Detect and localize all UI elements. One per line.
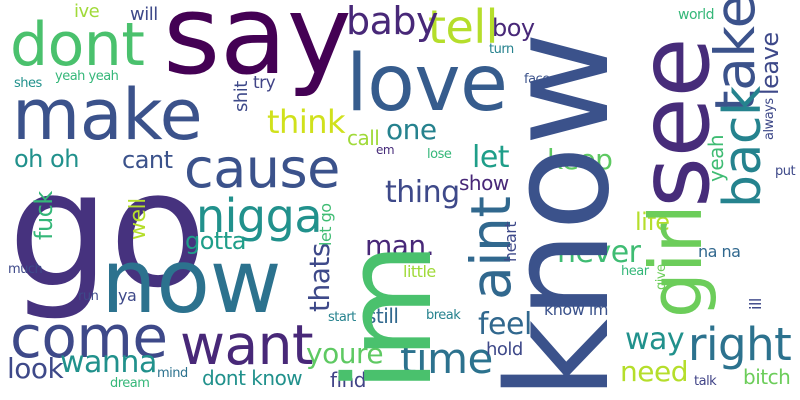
word: come (10, 303, 168, 371)
word: little (403, 262, 436, 281)
word: shes (14, 76, 42, 91)
word: look (7, 352, 64, 385)
word: want (180, 313, 314, 377)
word: time (400, 334, 493, 383)
word: hold (486, 339, 523, 360)
word: let (472, 140, 510, 175)
word: baby (346, 0, 439, 43)
word: oh oh (14, 145, 79, 173)
word: call (347, 126, 380, 150)
word: yeah yeah (55, 69, 119, 84)
word: now (101, 230, 282, 333)
word: thats (303, 243, 336, 312)
word: run (78, 289, 99, 304)
word: girl (634, 204, 718, 318)
word: let go (316, 203, 335, 246)
word: na na (698, 242, 741, 261)
word: try (253, 73, 276, 93)
word: turn (489, 42, 514, 57)
word: well (126, 198, 151, 240)
word: break (426, 308, 461, 323)
word: life (635, 208, 670, 236)
word: tell (428, 0, 498, 54)
word: give (654, 264, 669, 290)
word: think (267, 103, 346, 141)
word: know im (544, 300, 608, 319)
word: always (762, 98, 777, 140)
word: right (688, 318, 792, 371)
word: feel (478, 307, 532, 342)
word: face (524, 72, 550, 87)
word: much (8, 262, 43, 277)
word: im (320, 242, 459, 392)
word: dream (110, 376, 150, 391)
word: cant (122, 146, 173, 174)
word: dont (10, 10, 145, 80)
word: show (459, 171, 509, 195)
word: way (625, 322, 685, 357)
word: bitch (743, 365, 791, 389)
word: nigga (196, 189, 323, 243)
word: need (620, 355, 688, 388)
word: never (557, 235, 641, 270)
word: yeah (704, 134, 728, 182)
word: world (678, 7, 715, 23)
word: youre (306, 337, 384, 370)
word: dont know (202, 366, 303, 390)
word: love (346, 39, 508, 129)
word: one (386, 113, 437, 146)
word: mind (157, 366, 188, 381)
word: talk (694, 374, 717, 389)
word: lose (427, 147, 452, 162)
word: hear (621, 264, 649, 279)
word: ill (746, 298, 765, 310)
word: leave (756, 32, 784, 95)
word: boy (492, 14, 535, 42)
word: go (8, 136, 207, 323)
word: ya (118, 286, 137, 305)
word: cause (184, 137, 340, 200)
word: man. (365, 229, 435, 262)
word: heart (501, 221, 520, 262)
word: em (376, 143, 395, 157)
word: keep (547, 143, 613, 176)
word: start (328, 310, 356, 325)
word: find (330, 368, 366, 392)
word: gotta (185, 227, 246, 255)
word: say (163, 0, 352, 99)
word: put (775, 164, 796, 179)
word: shit (231, 81, 252, 112)
word: still (366, 304, 399, 328)
word: thing (385, 175, 460, 210)
word: wanna (60, 345, 157, 380)
word: make (12, 74, 203, 156)
word: will (130, 4, 158, 25)
word: ive (74, 1, 100, 22)
word: fuck (30, 191, 58, 240)
